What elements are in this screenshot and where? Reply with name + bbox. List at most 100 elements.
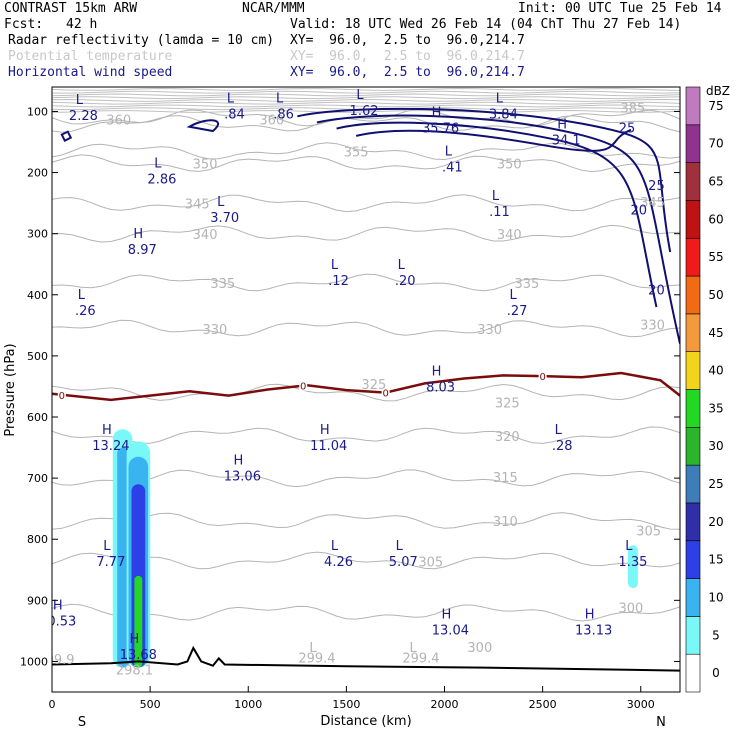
theta-upper-line <box>52 93 680 97</box>
colorbar-label: 65 <box>708 175 723 189</box>
wind-extremum-value: 13.24 <box>92 439 129 454</box>
wind-extremum-marker: H <box>441 608 451 623</box>
wind-extremum-value: .26 <box>75 304 96 319</box>
wind-extremum-marker: L <box>103 539 111 554</box>
theta-upper-line <box>52 109 680 113</box>
wind-extremum-value: 0.53 <box>47 615 76 630</box>
wind-contour-label: 25 <box>619 122 636 137</box>
theta-label: 350 <box>193 158 218 173</box>
wind-extremum-value: .41 <box>442 160 463 175</box>
theta-contour-350 <box>52 154 680 173</box>
field-theta: Potential temperature <box>8 49 173 64</box>
theta-label: 345 <box>185 197 210 212</box>
wind-extremum-marker: H <box>320 423 330 438</box>
wind-extremum-value: 13.68 <box>120 648 157 663</box>
theta-label: 320 <box>495 430 520 445</box>
wind-extremum-marker: L <box>496 91 504 106</box>
colorbar-swatch <box>685 313 701 352</box>
wind-extremum-marker: L <box>445 144 453 159</box>
theta-contour-300 <box>52 603 680 622</box>
xy-wind: XY= 96.0, 2.5 to 96.0,214.7 <box>290 65 525 80</box>
y-tick-label: 100 <box>27 105 48 118</box>
theta-upper-line <box>52 87 680 91</box>
wind-extremum-value: 35.76 <box>422 121 459 136</box>
theta-contour-355 <box>52 142 680 161</box>
reflectivity-core <box>628 545 638 589</box>
colorbar-swatch <box>685 540 701 579</box>
theta-label: 330 <box>640 318 665 333</box>
wind-extremum-value: 3.84 <box>489 107 518 122</box>
theta-contour-325 <box>52 383 680 402</box>
wind-extremum-value: .20 <box>395 274 416 289</box>
wind-extremum-marker: L <box>76 93 84 108</box>
theta-contour-340 <box>52 224 680 243</box>
colorbar-swatch <box>685 389 701 428</box>
wind-contour-label: 25 <box>648 179 665 194</box>
wind-extremum-marker: L <box>509 288 517 303</box>
wind-extremum-value: 3.70 <box>210 211 239 226</box>
wind-extremum-marker: L <box>154 157 162 172</box>
colorbar-label: 75 <box>708 99 723 113</box>
colorbar-label: 45 <box>708 326 723 340</box>
wind-extremum-value: .84 <box>224 107 245 122</box>
theta-upper-line <box>52 90 680 94</box>
theta-contour-330 <box>52 319 680 338</box>
theta-label: 325 <box>495 397 520 412</box>
wind-extremum-value: 34.1 <box>552 134 581 149</box>
xy-theta: XY= 96.0, 2.5 to 96.0,214.7 <box>290 49 525 64</box>
freezing-label-bg <box>57 389 66 400</box>
theta-label: 298.1 <box>116 664 153 679</box>
wind-speed-contour <box>316 114 680 344</box>
colorbar-label: 5 <box>712 628 720 642</box>
theta-contour-305 <box>52 551 680 570</box>
wind-speed-contour <box>186 119 220 133</box>
xy-radar: XY= 96.0, 2.5 to 96.0,214.7 <box>290 33 525 48</box>
colorbar-label: 10 <box>708 590 723 604</box>
wind-extremum-marker: H <box>557 118 567 133</box>
wind-extremum-marker: H <box>133 227 143 242</box>
plot-frame <box>51 86 681 693</box>
x-tick-label: 2000 <box>431 698 459 711</box>
wind-extremum-marker: L <box>331 258 339 273</box>
theta-label: 360 <box>259 114 284 129</box>
y-tick-label: 700 <box>27 472 48 485</box>
field-wind: Horizontal wind speed <box>8 65 173 80</box>
y-tick-label: 600 <box>27 411 48 424</box>
theta-label: 300 <box>467 641 492 656</box>
theta-label: 385 <box>620 101 645 116</box>
wind-extremum-marker: L <box>331 539 339 554</box>
theta-contour-320 <box>52 426 680 444</box>
wind-extremum-value: 11.04 <box>310 439 347 454</box>
y-tick-label: 200 <box>27 167 48 180</box>
colorbar-swatch <box>685 578 701 617</box>
wind-extremum-value: 2.86 <box>147 173 176 188</box>
colorbar-label: 70 <box>708 137 723 151</box>
theta-contour-310 <box>52 512 680 530</box>
theta-label: 305 <box>418 555 443 570</box>
wind-extremum-marker: H <box>585 608 595 623</box>
center-label: NCAR/MMM <box>242 1 305 16</box>
colorbar-swatch <box>685 124 701 163</box>
theta-label: 350 <box>497 158 522 173</box>
x-tick-label: 1000 <box>234 698 262 711</box>
freezing-level-label: 0 <box>300 382 306 393</box>
wind-extremum-marker: L <box>217 195 225 210</box>
theta-contour-335 <box>52 273 680 292</box>
fcst-label: Fcst: <box>4 17 44 32</box>
theta-label: 355 <box>344 145 369 160</box>
wind-extremum-value: .12 <box>328 274 349 289</box>
colorbar-swatch <box>685 616 701 655</box>
wind-extremum-value: 2.28 <box>69 109 98 124</box>
y-tick-label: 1000 <box>20 655 48 668</box>
wind-speed-contour <box>355 128 632 152</box>
wind-extremum-marker: L <box>625 539 633 554</box>
wind-extremum-value: .27 <box>507 304 528 319</box>
colorbar-label: 20 <box>708 515 723 529</box>
reflectivity-core <box>117 447 129 668</box>
wind-extremum-value: 4.26 <box>324 555 353 570</box>
wind-extremum-value: .28 <box>552 439 573 454</box>
colorbar-swatch <box>685 86 701 126</box>
colorbar-label: 30 <box>708 439 723 453</box>
wind-extremum-marker: H <box>53 599 63 614</box>
colorbar-swatch <box>685 464 701 504</box>
